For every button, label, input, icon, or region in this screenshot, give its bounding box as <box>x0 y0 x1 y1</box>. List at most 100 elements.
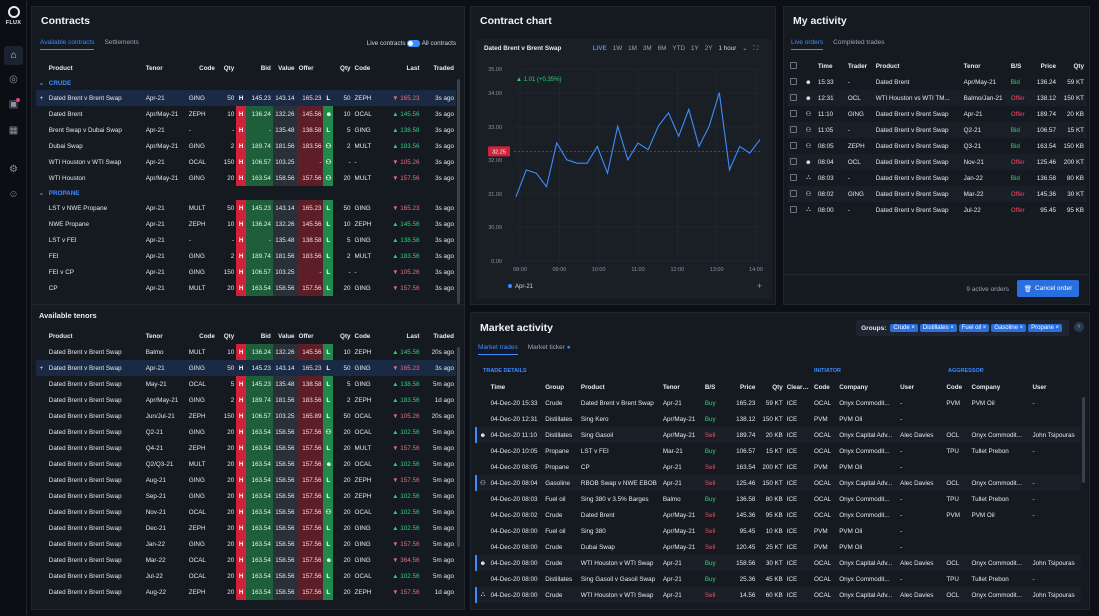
tab-settlements[interactable]: Settlements <box>104 39 139 46</box>
order-row[interactable]: ⚇ 11:10 GING Dated Brent v Brent Swap Apr-21… <box>788 106 1086 122</box>
table-row[interactable]: Dated Brent v Brent Swap Q2/Q3-21 MULT 20 H 1… <box>36 456 456 472</box>
notifications-icon[interactable]: ▣ <box>8 98 20 110</box>
app-logo[interactable]: FLUX <box>3 6 24 26</box>
hit-button[interactable]: H <box>236 440 246 456</box>
tab-completed-trades[interactable]: Completed trades <box>833 39 885 46</box>
range-ytd[interactable]: YTD <box>672 45 686 52</box>
table-row[interactable]: Dated Brent v Brent Swap Balmo MULT 10 H 136.… <box>36 344 456 360</box>
person-icon[interactable]: ☻ <box>323 106 334 122</box>
add-series-icon[interactable]: + <box>757 281 762 291</box>
group-icon[interactable]: ⚇ <box>323 504 334 520</box>
table-row[interactable]: WTI Houston v WTI Swap Apr-21 OCAL 150 H 106.… <box>36 154 456 170</box>
group-icon[interactable]: ⚇ <box>323 154 334 170</box>
table-row[interactable]: FEI Apr-21 GING 2 H 189.74 181.56 183.56 L 2 MULT ▲… <box>36 248 456 264</box>
hit-button[interactable]: H <box>236 408 246 424</box>
close-icon[interactable]: × <box>909 325 915 331</box>
order-row[interactable]: ⚇ 08:05 ZEPH Dated Brent v Brent Swap Q3-21 B… <box>788 138 1086 154</box>
group-icon[interactable]: ⚇ <box>323 138 334 154</box>
range-2y[interactable]: 2Y <box>704 45 713 52</box>
lift-button[interactable]: L <box>323 264 334 280</box>
contracts-scrollbar[interactable] <box>457 79 460 304</box>
table-row[interactable]: Dated Brent v Brent Swap Apr/May-21 GING 2 H… <box>36 392 456 408</box>
hit-button[interactable]: H <box>236 552 246 568</box>
tab-available-contracts[interactable]: Available contracts <box>40 39 95 50</box>
interval-select[interactable]: 1 hour <box>718 45 737 52</box>
close-icon[interactable]: × <box>948 325 954 331</box>
trade-row[interactable]: 04-Dec-20 15:33 Crude Dated Brent v Brent … <box>476 395 1081 411</box>
price-chart[interactable]: 0.00 30.00 31.00 32.00 33.00 34.00 35.00 08:00 0… <box>476 39 772 299</box>
person-icon[interactable]: ☻ <box>323 456 334 472</box>
hit-button[interactable]: H <box>236 248 246 264</box>
lift-button[interactable]: L <box>323 440 334 456</box>
group-chip[interactable]: Gasoline × <box>991 324 1027 332</box>
table-row[interactable]: NWE Propane Apr-21 ZEPH 10 H 136.24 132.26 145.… <box>36 216 456 232</box>
table-row[interactable]: Dated Brent v Brent Swap Dec-21 ZEPH 20 H 163… <box>36 520 456 536</box>
tab-market-ticker[interactable]: Market ticker ● <box>527 344 571 351</box>
lift-button[interactable]: L <box>323 568 334 584</box>
range-1m[interactable]: 1M <box>628 45 637 52</box>
hit-button[interactable]: H <box>236 472 246 488</box>
lift-button[interactable]: L <box>323 392 334 408</box>
row-checkbox[interactable] <box>790 110 797 118</box>
trade-row[interactable]: 04-Dec-20 12:31 Distillates Sing Kero Apr/M… <box>476 411 1081 427</box>
hit-button[interactable]: H <box>236 456 246 472</box>
trade-row[interactable]: 04-Dec-20 08:00 Fuel oil Sing 380 Apr/May-2… <box>476 523 1081 539</box>
hit-button[interactable]: H <box>236 520 246 536</box>
lift-button[interactable]: L <box>323 122 334 138</box>
range-1w[interactable]: 1W <box>612 45 623 52</box>
order-row[interactable]: ⛬ 08:03 - Dated Brent v Brent Swap Jan-22 Bid… <box>788 170 1086 186</box>
range-1y[interactable]: 1Y <box>691 45 699 52</box>
group-icon[interactable]: ⚇ <box>323 170 334 186</box>
lift-button[interactable]: L <box>323 408 334 424</box>
lift-button[interactable]: L <box>323 344 334 360</box>
lift-button[interactable]: L <box>323 232 334 248</box>
order-row[interactable]: ☻ 08:04 OCL Dated Brent v Brent Swap Nov-21 O… <box>788 154 1086 170</box>
row-checkbox[interactable] <box>790 142 797 150</box>
table-row[interactable]: Dated Brent v Brent Swap Q2-21 GING 20 H 163.… <box>36 424 456 440</box>
hit-button[interactable]: H <box>236 424 246 440</box>
close-icon[interactable]: × <box>1053 325 1059 331</box>
trade-row[interactable]: ☻ 04-Dec-20 08:00 Crude WTI Houston v WTI S… <box>475 555 1081 571</box>
hit-button[interactable]: H <box>236 106 246 122</box>
close-icon[interactable]: × <box>1017 325 1024 331</box>
lift-button[interactable]: L <box>323 488 334 504</box>
group-chip[interactable]: Propane × <box>1028 324 1062 332</box>
hit-button[interactable]: H <box>236 376 246 392</box>
lift-button[interactable]: L <box>323 536 334 552</box>
table-row[interactable]: Brent Swap v Dubai Swap Apr-21- - H -135.48 1… <box>36 122 456 138</box>
trade-row[interactable]: 04-Dec-20 08:00 Crude Dubai Swap Apr/May-21… <box>476 539 1081 555</box>
table-row[interactable]: Dated Brent v Brent Swap Jan-22 GING 20 H 163… <box>36 536 456 552</box>
row-checkbox[interactable] <box>790 190 797 198</box>
hit-button[interactable]: H <box>236 200 246 216</box>
trade-row[interactable]: 04-Dec-20 08:03 Fuel oil Sing 380 v 3.5% B… <box>476 491 1081 507</box>
trade-row[interactable]: ⛬ 04-Dec-20 08:00 Crude WTI Houston v WTI S… <box>475 587 1081 603</box>
lift-button[interactable]: L <box>323 90 334 106</box>
trade-row[interactable]: 04-Dec-20 08:00 Distillates Sing Gasoil v … <box>476 571 1081 587</box>
settings-icon[interactable]: ⚙ <box>9 164 18 175</box>
hit-button[interactable]: H <box>236 216 246 232</box>
table-row[interactable]: CP Apr-21 MULT 20 H 163.54 158.56 157.56 L 20 GING… <box>36 280 456 296</box>
trade-row[interactable]: 04-Dec-20 10:05 Propane LST v FEI Mar-21 Buy… <box>476 443 1081 459</box>
lift-button[interactable]: L <box>323 520 334 536</box>
order-row[interactable]: ☻ 15:33 - Dated Brent Apr/May-21 Bid 136.24 59 … <box>788 74 1086 90</box>
hit-button[interactable]: H <box>236 170 246 186</box>
group-chip[interactable]: Crude × <box>890 324 918 332</box>
grid-icon[interactable]: ▦ <box>8 125 19 136</box>
table-row[interactable]: Dated Brent v Brent Swap Nov-21 OCAL 20 H 163… <box>36 504 456 520</box>
group-icon[interactable]: ⚇ <box>323 424 334 440</box>
row-checkbox[interactable] <box>790 158 797 166</box>
hit-button[interactable]: H <box>236 488 246 504</box>
user-icon[interactable]: ☺ <box>8 189 19 200</box>
table-row[interactable]: + Dated Brent v Brent Swap Apr-21 GING 50 H 14… <box>36 360 456 376</box>
lift-button[interactable]: L <box>323 216 334 232</box>
table-row[interactable]: LST v FEI Apr-21- - H -135.48 138.58 L 5 GING ▲ 1… <box>36 232 456 248</box>
order-row[interactable]: ⚇ 11:05- Dated Brent v Brent Swap Q2-21 Bid 1… <box>788 122 1086 138</box>
live-toggle[interactable] <box>407 40 421 47</box>
lift-button[interactable]: L <box>323 280 334 296</box>
table-row[interactable]: Dated Brent v Brent Swap Q4-21 ZEPH 20 H 163.… <box>36 440 456 456</box>
trade-row[interactable]: 04-Dec-20 08:05 Propane CP Apr-21 Sell 163.54… <box>476 459 1081 475</box>
table-row[interactable]: WTI Houston Apr/May-21 GING 20 H 163.54 158.56… <box>36 170 456 186</box>
hit-button[interactable]: H <box>236 344 246 360</box>
range-6m[interactable]: 6M <box>657 45 667 52</box>
order-row[interactable]: ☻ 12:31 OCL WTI Houston vs WTI TM... Balmo/J… <box>788 90 1086 106</box>
